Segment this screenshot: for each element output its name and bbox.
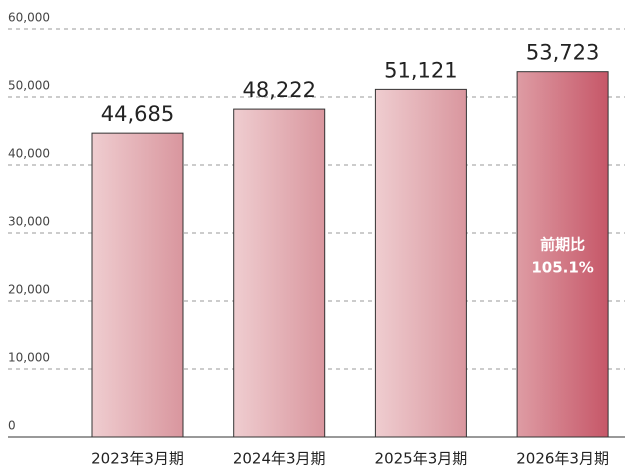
value-label: 51,121 [384,58,457,82]
x-tick-label: 2025年3月期 [375,450,468,468]
y-tick-label: 40,000 [8,147,50,161]
y-tick-label: 0 [8,419,16,433]
y-tick-label: 60,000 [8,11,50,25]
y-tick-label: 20,000 [8,283,50,297]
y-tick-label: 30,000 [8,215,50,229]
bar [233,108,326,438]
x-tick-label: 2024年3月期 [233,450,326,468]
bar [91,132,184,438]
bar [374,88,467,438]
y-tick-label: 10,000 [8,351,50,365]
annotation: 前期比 [540,236,585,254]
x-tick-label: 2026年3月期 [516,450,609,468]
value-label: 44,685 [101,102,174,126]
bar [516,71,609,438]
x-tick-label: 2023年3月期 [91,450,184,468]
y-tick-label: 50,000 [8,79,50,93]
value-label: 48,222 [242,78,315,102]
annotation: 105.1% [531,259,593,277]
value-label: 53,723 [526,41,599,65]
